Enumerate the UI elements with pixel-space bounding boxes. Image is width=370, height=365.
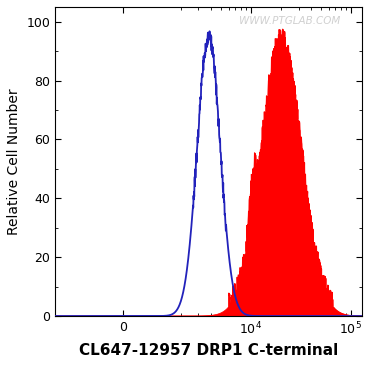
- Y-axis label: Relative Cell Number: Relative Cell Number: [7, 88, 21, 235]
- X-axis label: CL647-12957 DRP1 C-terminal: CL647-12957 DRP1 C-terminal: [79, 343, 339, 358]
- Text: WWW.PTGLAB.COM: WWW.PTGLAB.COM: [239, 16, 341, 26]
